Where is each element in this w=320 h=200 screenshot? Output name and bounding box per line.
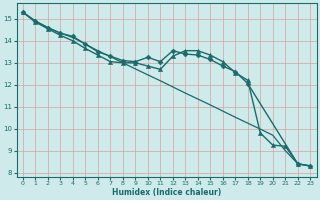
X-axis label: Humidex (Indice chaleur): Humidex (Indice chaleur) [112,188,221,197]
